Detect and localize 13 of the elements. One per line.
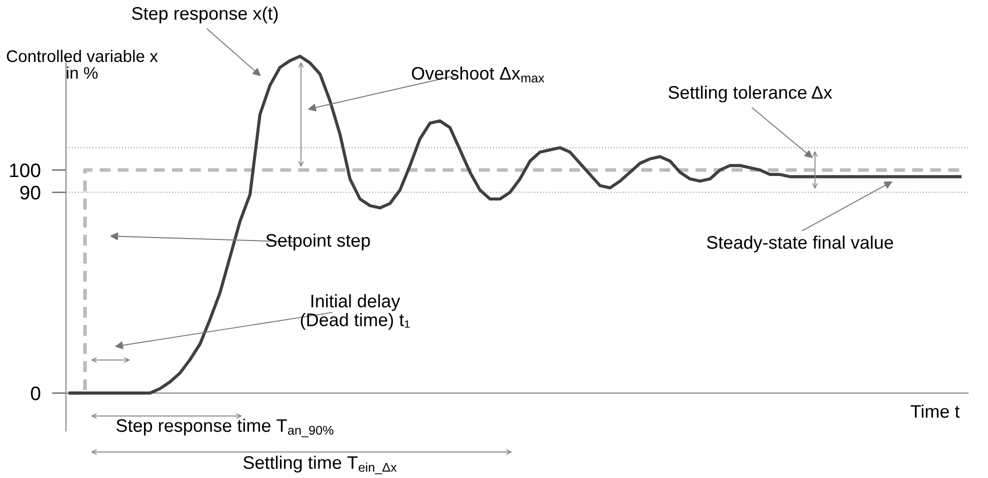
annotation: Setpoint step: [266, 234, 370, 250]
annotation: Overshoot Δx$_{max}$: [412, 66, 544, 83]
annotation: Steady-state final value: [706, 236, 894, 252]
annotation: Settling tolerance Δx: [668, 86, 832, 102]
text: Step response x(t): [132, 6, 278, 24]
y-axis-title: Controlled variable x in %: [6, 50, 158, 79]
text: Settling time T$_{ein_Δx}$: [243, 456, 397, 474]
y-tick-label: 100: [10, 163, 40, 178]
y-tick-label: 0: [30, 386, 40, 400]
annotation: Step response time T$_{an_90%}$: [116, 418, 334, 438]
y-tick-label: 90: [20, 186, 40, 200]
annotation: Initial delay (Dead time) t₁: [300, 294, 410, 330]
x-axis-title: Time t: [910, 404, 960, 418]
